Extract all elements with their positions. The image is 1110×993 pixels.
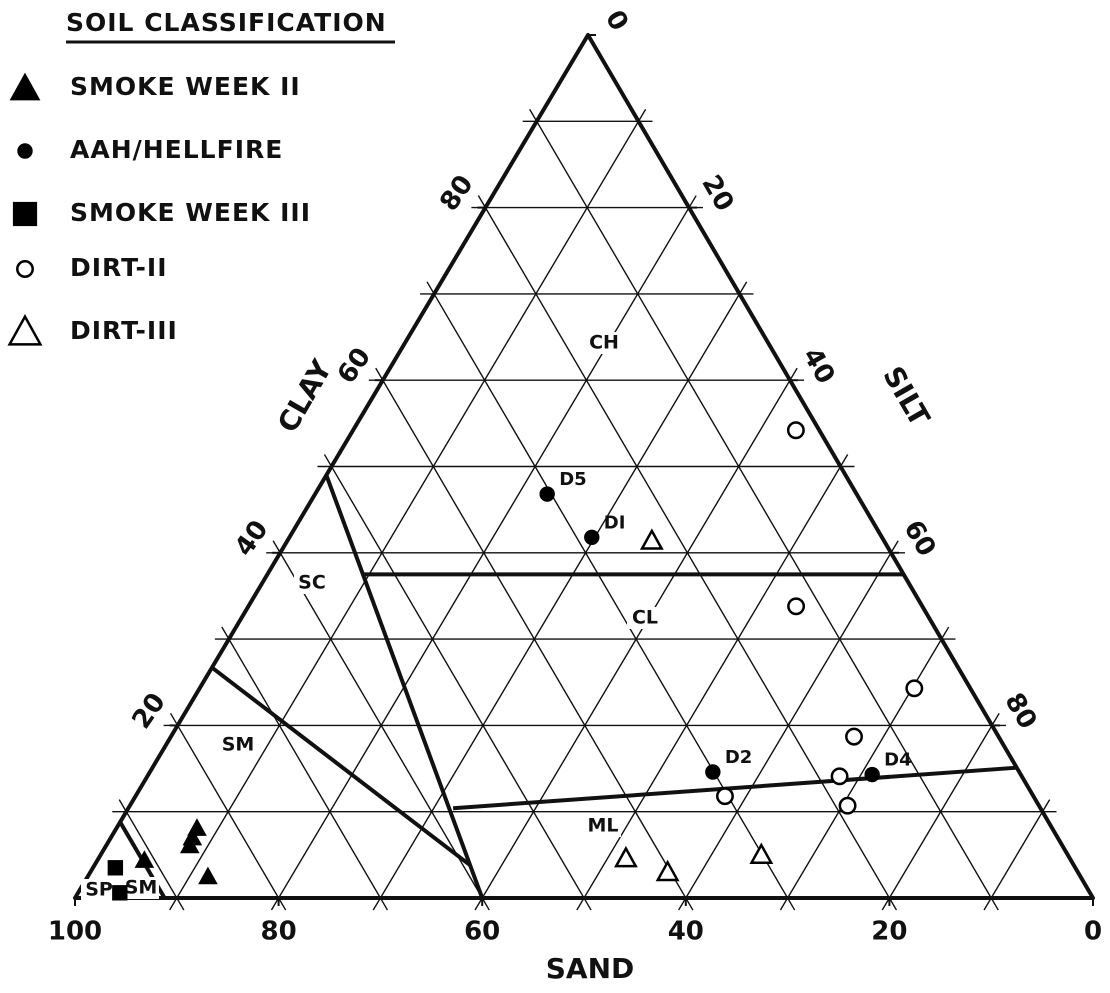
legend-label: DIRT-II xyxy=(70,253,168,282)
marker xyxy=(9,72,41,101)
triangle-frame xyxy=(73,33,1095,900)
grid-line xyxy=(779,626,950,911)
region-label-bg xyxy=(586,332,622,354)
region-label-bg xyxy=(294,572,330,594)
grid-line xyxy=(372,281,748,911)
grid-line xyxy=(272,540,490,911)
marker xyxy=(134,850,155,868)
clay-tick-label: 20 xyxy=(127,688,172,735)
region-label: SC xyxy=(298,572,326,594)
marker xyxy=(7,314,43,346)
grid-line xyxy=(474,367,798,911)
marker xyxy=(845,727,863,746)
silt-tick-label: 80 xyxy=(998,688,1042,734)
point-label: D5 xyxy=(559,469,586,490)
x-tick-label: 100 xyxy=(48,917,102,947)
class-boundary xyxy=(210,665,472,867)
region-label: CL xyxy=(632,607,658,629)
region-label-bg xyxy=(81,879,117,901)
x-tick-label: 40 xyxy=(668,917,704,947)
silt-tick-label: 0 xyxy=(599,5,634,36)
x-tick-label: 20 xyxy=(871,917,907,947)
legend-label: SMOKE WEEK III xyxy=(70,198,311,227)
grid-line xyxy=(323,454,592,911)
grid-line xyxy=(169,712,287,911)
marker xyxy=(716,787,734,806)
grid-line xyxy=(426,281,796,911)
region-label: CH xyxy=(589,332,619,354)
grid-line xyxy=(118,799,185,911)
marker xyxy=(179,835,200,854)
grid-line xyxy=(221,626,389,911)
marker xyxy=(539,486,555,502)
marker xyxy=(864,766,880,783)
marker xyxy=(905,679,924,698)
legend-title: SOIL CLASSIFICATION xyxy=(66,8,387,37)
region-label: ML xyxy=(587,815,618,837)
marker xyxy=(639,528,664,550)
marker xyxy=(786,421,805,440)
region-label-bg xyxy=(585,815,621,837)
x-tick-label: 60 xyxy=(464,917,500,947)
silt-tick-label: 40 xyxy=(796,343,840,389)
marker xyxy=(749,842,774,864)
class-boundary xyxy=(324,474,485,899)
marker xyxy=(107,860,124,876)
grid-line xyxy=(576,454,849,911)
grid-line xyxy=(881,713,1000,911)
marker xyxy=(16,260,34,278)
marker xyxy=(830,767,849,786)
point-label: D2 xyxy=(725,747,752,768)
grid-line xyxy=(375,367,694,911)
axis-title: CLAY xyxy=(271,354,339,438)
marker xyxy=(12,201,38,227)
grid-line xyxy=(678,540,899,911)
marker xyxy=(787,597,806,616)
legend-label: AAH/HELLFIRE xyxy=(70,135,283,164)
region-label-bg xyxy=(220,734,256,756)
point-label: D4 xyxy=(884,750,911,771)
marker xyxy=(613,845,638,868)
marker xyxy=(655,859,680,882)
axis-title: SAND xyxy=(546,952,635,985)
marker xyxy=(705,764,721,780)
clay-tick-label: 80 xyxy=(434,170,479,217)
marker xyxy=(584,529,600,545)
axis-title: SILT xyxy=(876,361,936,432)
point-label: DI xyxy=(604,512,626,533)
region-label: SM xyxy=(125,877,158,899)
class-boundary xyxy=(452,765,1017,811)
grid-line xyxy=(983,799,1051,911)
legend-label: SMOKE WEEK II xyxy=(70,72,301,101)
region-label: SP xyxy=(85,879,113,901)
marker xyxy=(112,885,128,901)
x-tick-label: 0 xyxy=(1084,917,1102,947)
region-label-bg xyxy=(627,607,663,629)
clay-tick-label: 60 xyxy=(332,342,377,389)
clay-tick-label: 40 xyxy=(229,515,274,562)
region-label: SM xyxy=(222,734,255,756)
grid-line xyxy=(169,108,647,911)
marker xyxy=(838,796,857,815)
silt-tick-label: 20 xyxy=(695,170,739,216)
marker xyxy=(198,866,218,885)
region-label-bg xyxy=(123,877,159,899)
grid-line xyxy=(529,108,999,911)
silt-tick-label: 60 xyxy=(897,515,941,561)
marker xyxy=(17,143,33,159)
legend-label: DIRT-III xyxy=(70,316,178,345)
x-tick-label: 80 xyxy=(261,917,297,947)
